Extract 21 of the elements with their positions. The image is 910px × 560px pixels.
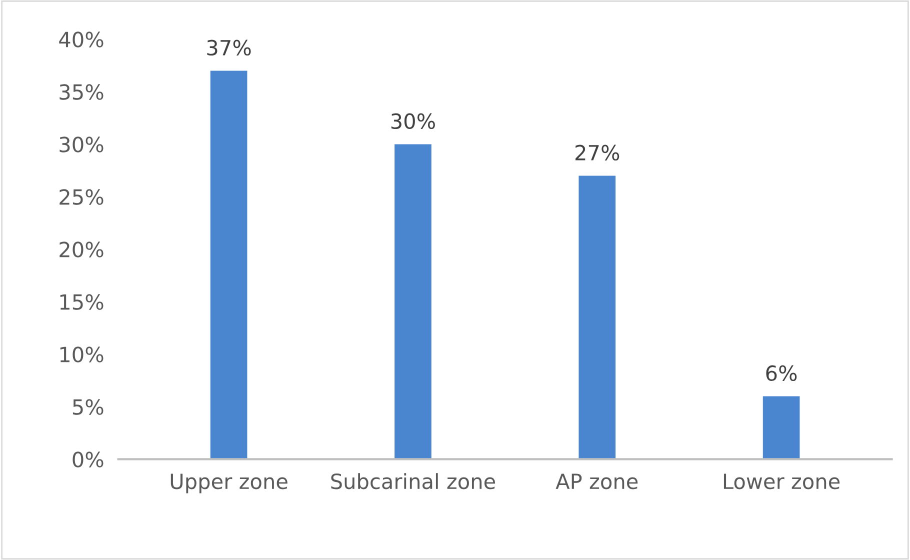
y-tick-label: 20%	[60, 242, 104, 258]
bar	[762, 396, 800, 460]
x-tick-label: Subcarinal zone	[331, 473, 496, 490]
y-tick-label: 25%	[60, 189, 104, 205]
y-tick-label: 30%	[60, 136, 104, 152]
bar	[210, 70, 248, 460]
x-tick-label: Lower zone	[724, 474, 840, 490]
data-label: 37%	[207, 40, 251, 56]
y-tick-label: 35%	[60, 84, 104, 100]
data-label: 30%	[391, 113, 435, 130]
x-tick-label: Upper zone	[170, 474, 288, 494]
y-tick-label: 0%	[72, 452, 104, 468]
y-tick-label: 5%	[72, 399, 104, 415]
bar	[578, 176, 616, 460]
y-tick-label: 10%	[60, 346, 104, 362]
y-tick-label: 15%	[60, 294, 104, 310]
bar	[394, 144, 432, 460]
data-label: 27%	[576, 144, 620, 161]
data-label: 6%	[766, 365, 797, 382]
x-tick-label: AP zone	[556, 474, 638, 490]
y-tick-label: 40%	[59, 32, 104, 48]
